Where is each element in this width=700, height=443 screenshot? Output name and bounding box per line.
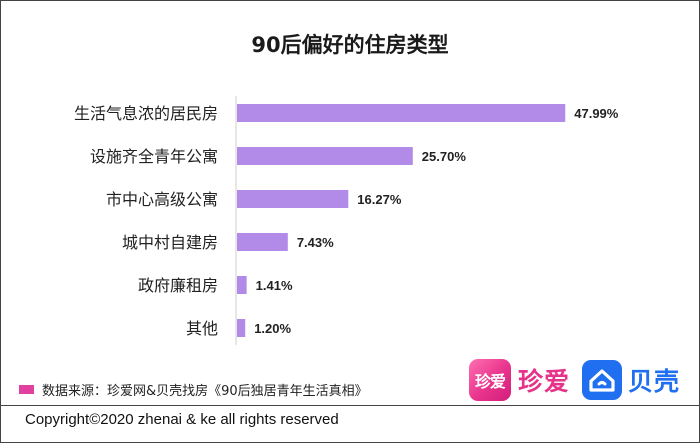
zhenai-logo-text: 珍爱 (518, 367, 571, 396)
copyright-text: Copyright©2020 zhenai & ke all rights re… (25, 411, 339, 428)
bar (237, 319, 246, 337)
data-label: 1.20% (254, 321, 291, 336)
data-label: 1.41% (256, 278, 293, 293)
bar (237, 147, 413, 165)
footer-divider (1, 405, 699, 406)
category-label: 城中村自建房 (122, 233, 218, 252)
category-label: 设施齐全青年公寓 (90, 147, 218, 166)
beike-house-icon (582, 360, 623, 400)
source-swatch (19, 384, 34, 394)
bar (237, 233, 288, 251)
zhenai-logo-icon: 珍爱 (469, 359, 511, 401)
data-label: 47.99% (574, 106, 619, 121)
data-label: 25.70% (422, 149, 467, 164)
category-label: 生活气息浓的居民房 (74, 104, 218, 123)
category-label: 政府廉租房 (138, 276, 218, 295)
chart-title: 90后偏好的住房类型 (251, 33, 449, 57)
source-text: 数据来源：珍爱网&贝壳找房《90后独居青年生活真相》 (42, 383, 368, 399)
category-label: 其他 (186, 319, 218, 338)
bar (237, 104, 566, 122)
source-note: 数据来源：珍爱网&贝壳找房《90后独居青年生活真相》 (19, 379, 368, 399)
brand-logos: 珍爱 珍爱 贝壳 (469, 358, 680, 402)
data-label: 16.27% (357, 192, 402, 207)
bar (237, 276, 247, 294)
bar-chart: 生活气息浓的居民房 47.99% 设施齐全青年公寓 25.70% 市中心高级公寓 16.2… (74, 96, 619, 345)
data-label: 7.43% (297, 235, 334, 250)
category-label: 市中心高级公寓 (106, 190, 218, 209)
beike-logo-text: 贝壳 (628, 367, 681, 396)
bar (237, 190, 349, 208)
